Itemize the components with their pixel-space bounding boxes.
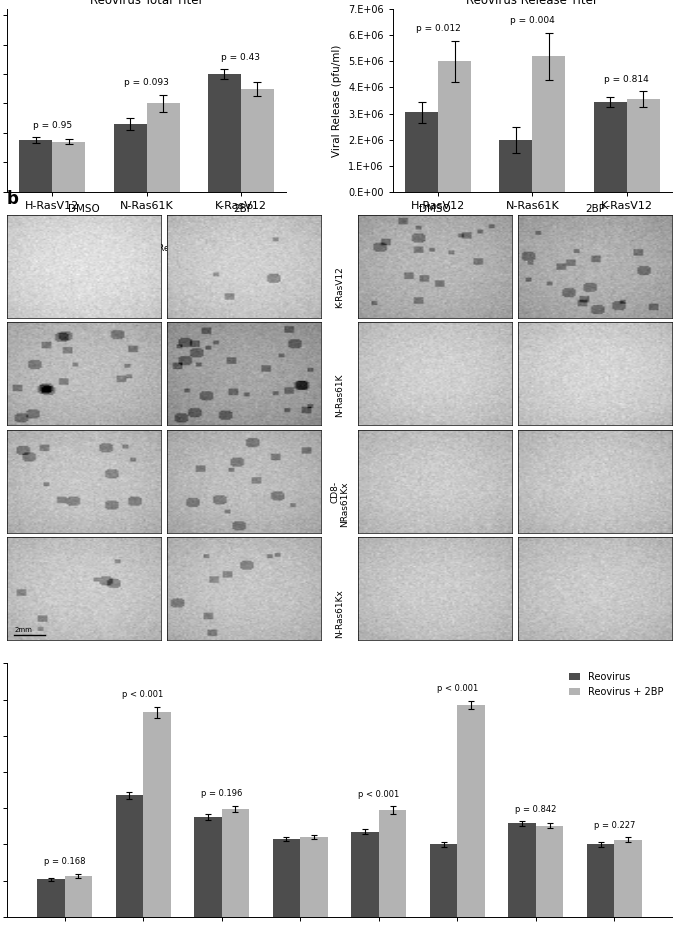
- Title: DMSO: DMSO: [420, 204, 451, 214]
- Legend: Reovirus, Reovirus + 2BP: Reovirus, Reovirus + 2BP: [447, 240, 617, 257]
- Text: 2mm: 2mm: [14, 627, 33, 633]
- Legend: Reovirus, Reovirus + 2BP: Reovirus, Reovirus + 2BP: [62, 240, 232, 257]
- Bar: [379, 810, 406, 917]
- Y-axis label: N-Ras61Kx: N-Ras61Kx: [335, 589, 344, 638]
- Title: DMSO: DMSO: [68, 204, 100, 214]
- Bar: [532, 56, 566, 192]
- Bar: [147, 104, 179, 192]
- Bar: [194, 817, 221, 917]
- Bar: [405, 112, 438, 192]
- Title: Reovirus Total Titer: Reovirus Total Titer: [90, 0, 203, 6]
- Text: p = 0.842: p = 0.842: [515, 805, 557, 814]
- Y-axis label: CD8-
NRas61Kx: CD8- NRas61Kx: [330, 482, 350, 527]
- Bar: [208, 74, 241, 192]
- Y-axis label: N-Ras61K: N-Ras61K: [335, 374, 344, 418]
- Text: p < 0.001: p < 0.001: [358, 790, 399, 799]
- Text: p < 0.001: p < 0.001: [437, 684, 478, 693]
- Bar: [300, 837, 328, 917]
- Text: p < 0.001: p < 0.001: [122, 690, 164, 699]
- Y-axis label: K-RasV12: K-RasV12: [335, 267, 344, 308]
- Title: 2BP: 2BP: [234, 204, 254, 214]
- Y-axis label: Viral Release (pfu/ml): Viral Release (pfu/ml): [333, 44, 342, 156]
- Text: p = 0.012: p = 0.012: [416, 24, 460, 33]
- Text: p = 0.093: p = 0.093: [124, 79, 169, 87]
- Bar: [536, 825, 564, 917]
- Bar: [509, 823, 536, 917]
- Legend: Reovirus, Reovirus + 2BP: Reovirus, Reovirus + 2BP: [565, 669, 667, 701]
- Text: p = 0.196: p = 0.196: [201, 789, 242, 798]
- Bar: [627, 99, 659, 192]
- Bar: [351, 832, 379, 917]
- Text: b: b: [7, 190, 18, 207]
- Text: p = 0.95: p = 0.95: [33, 120, 72, 130]
- Bar: [221, 809, 249, 917]
- Bar: [438, 61, 471, 192]
- Text: p = 0.814: p = 0.814: [604, 75, 649, 84]
- Bar: [430, 845, 458, 917]
- Title: 2BP: 2BP: [585, 204, 605, 214]
- Bar: [241, 89, 274, 192]
- Bar: [52, 142, 86, 192]
- Bar: [20, 140, 52, 192]
- Bar: [65, 876, 92, 917]
- Bar: [113, 124, 147, 192]
- Bar: [500, 140, 532, 192]
- Text: p = 0.168: p = 0.168: [43, 857, 86, 867]
- Bar: [458, 705, 485, 917]
- Bar: [273, 839, 300, 917]
- Bar: [587, 845, 614, 917]
- Bar: [37, 880, 65, 917]
- Text: p = 0.004: p = 0.004: [510, 17, 555, 25]
- Bar: [143, 712, 170, 917]
- Text: p = 0.227: p = 0.227: [593, 820, 635, 830]
- Bar: [593, 102, 627, 192]
- Text: p = 0.43: p = 0.43: [221, 53, 260, 62]
- Bar: [614, 840, 642, 917]
- Bar: [115, 795, 143, 917]
- Title: Reovirus Release Titer: Reovirus Release Titer: [466, 0, 598, 6]
